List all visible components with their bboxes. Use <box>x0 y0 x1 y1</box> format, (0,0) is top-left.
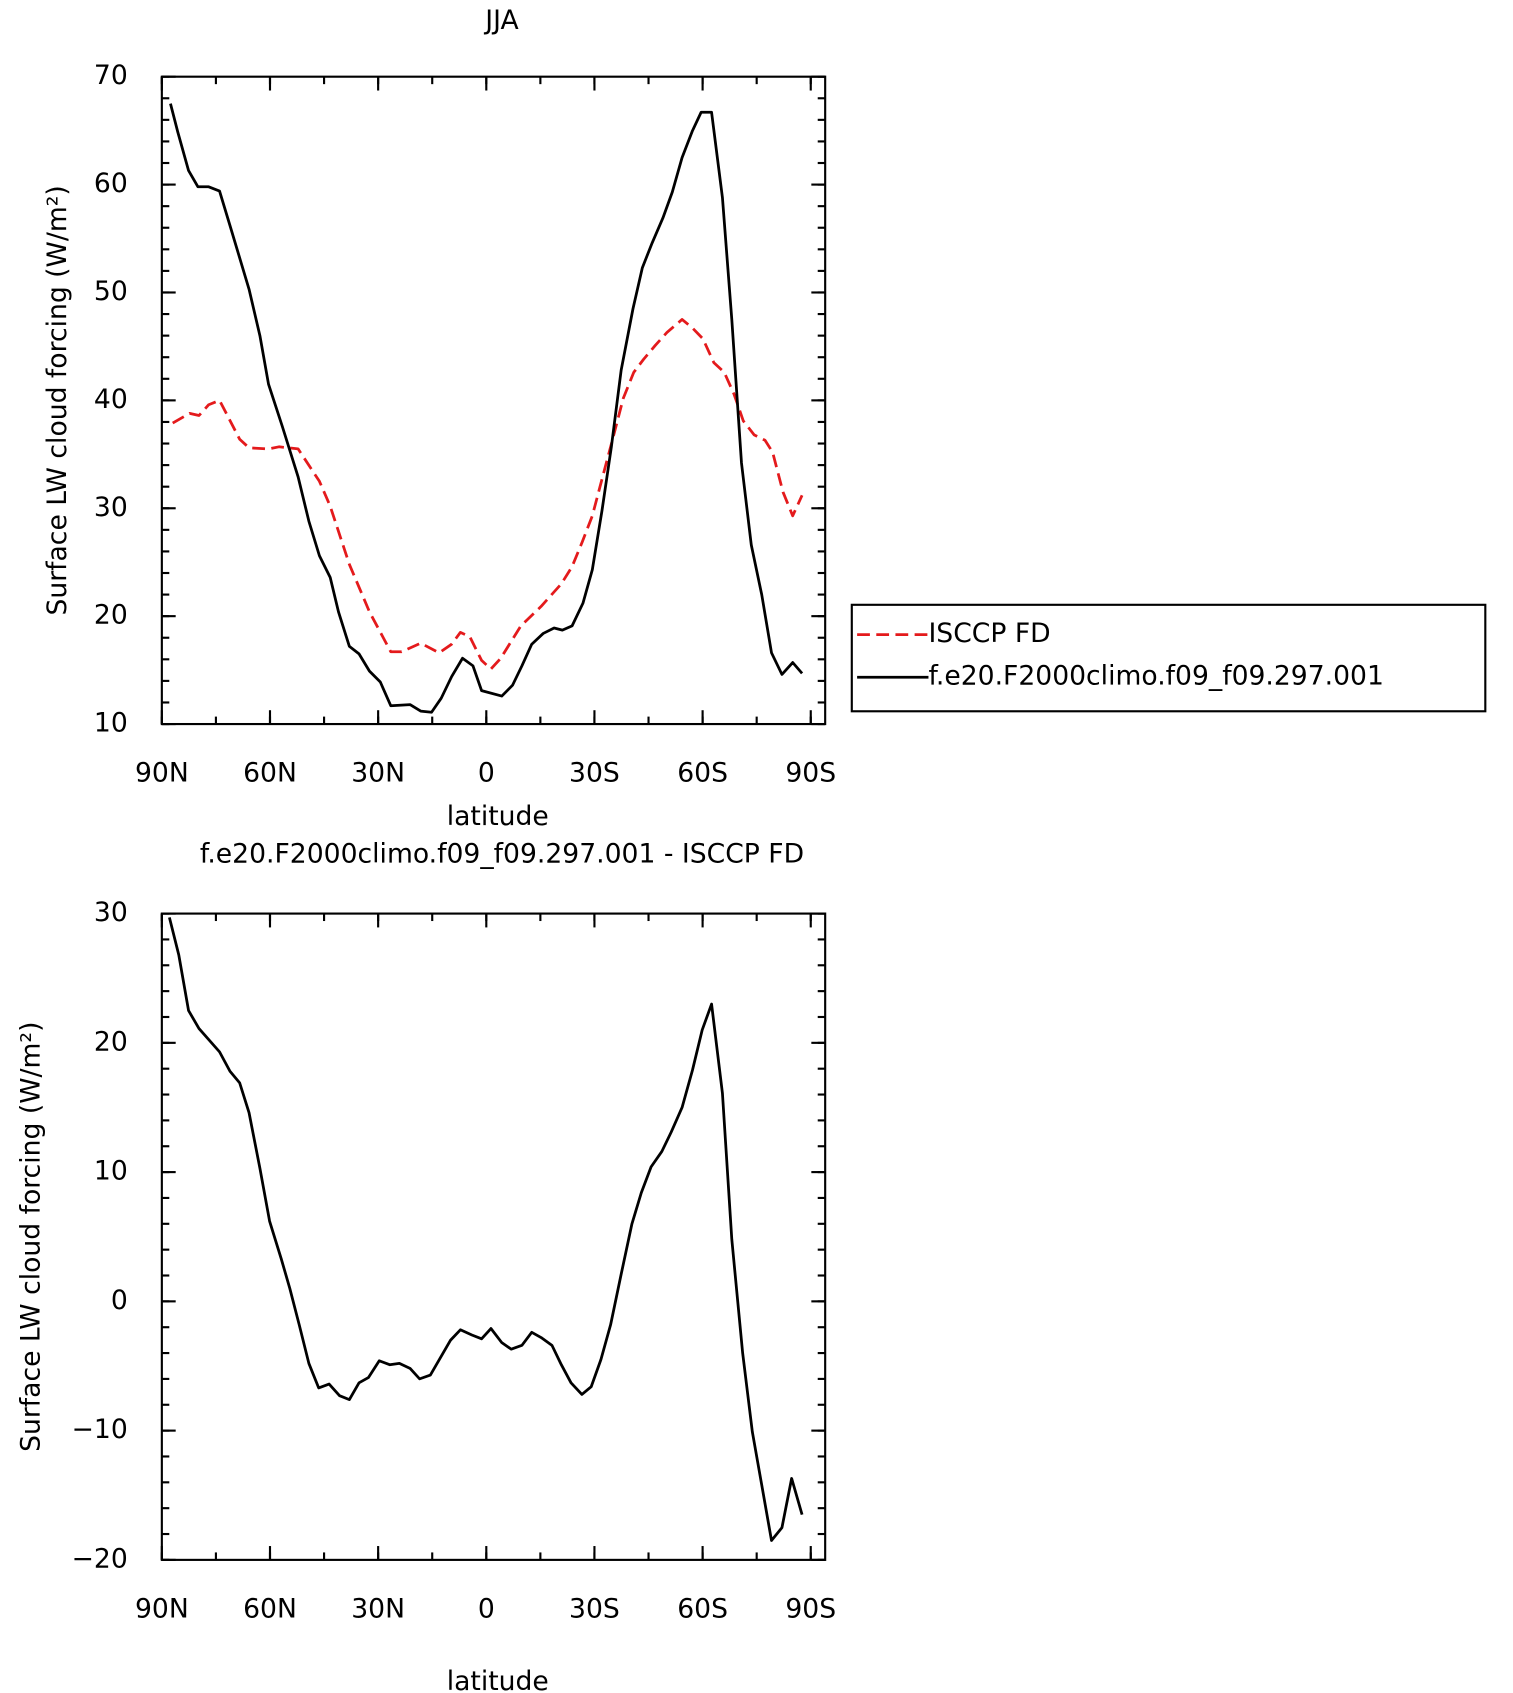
x-tick-label: 90N <box>135 758 189 789</box>
chart-title: f.e20.F2000climo.f09_f09.297.001 - ISCCP… <box>200 839 804 870</box>
x-tick-label: 0 <box>478 1593 495 1624</box>
data-line <box>169 103 804 714</box>
x-tick-label: 60N <box>243 758 297 789</box>
y-axis-label: Surface LW cloud forcing (W/m²) <box>42 185 73 615</box>
x-tick-label: 30N <box>351 758 405 789</box>
y-tick-label: 60 <box>94 168 128 199</box>
y-tick-label: 20 <box>94 1026 128 1057</box>
legend-label: ISCCP FD <box>928 618 1050 649</box>
y-tick-label: 40 <box>94 384 128 415</box>
plot-frame <box>160 912 827 1561</box>
data-line <box>172 318 804 671</box>
x-axis-label: latitude <box>447 801 549 832</box>
legend-box <box>850 603 1487 713</box>
y-tick-label: −20 <box>72 1543 128 1574</box>
y-tick-label: 0 <box>111 1285 128 1316</box>
y-tick-label: −10 <box>72 1414 128 1445</box>
y-tick-label: 50 <box>94 276 128 307</box>
chart-title: JJA <box>483 5 518 36</box>
plot-frame <box>160 75 827 726</box>
x-tick-label: 60S <box>677 1593 728 1624</box>
legend-label: f.e20.F2000climo.f09_f09.297.001 <box>928 661 1383 692</box>
x-tick-label: 30N <box>351 1593 405 1624</box>
x-tick-label: 90S <box>785 1593 836 1624</box>
y-tick-label: 10 <box>94 708 128 739</box>
y-tick-label: 10 <box>94 1156 128 1187</box>
x-tick-label: 60S <box>677 758 728 789</box>
y-tick-label: 30 <box>94 897 128 928</box>
y-tick-label: 70 <box>94 60 128 91</box>
x-tick-label: 90S <box>785 758 836 789</box>
data-line <box>168 917 804 1542</box>
x-tick-label: 30S <box>569 758 620 789</box>
y-axis-label: Surface LW cloud forcing (W/m²) <box>15 1022 46 1452</box>
x-tick-label: 60N <box>243 1593 297 1624</box>
x-tick-label: 90N <box>135 1593 189 1624</box>
x-tick-label: 0 <box>478 758 495 789</box>
x-axis-label: latitude <box>447 1666 549 1693</box>
y-tick-label: 30 <box>94 492 128 523</box>
y-tick-label: 20 <box>94 600 128 631</box>
x-tick-label: 30S <box>569 1593 620 1624</box>
